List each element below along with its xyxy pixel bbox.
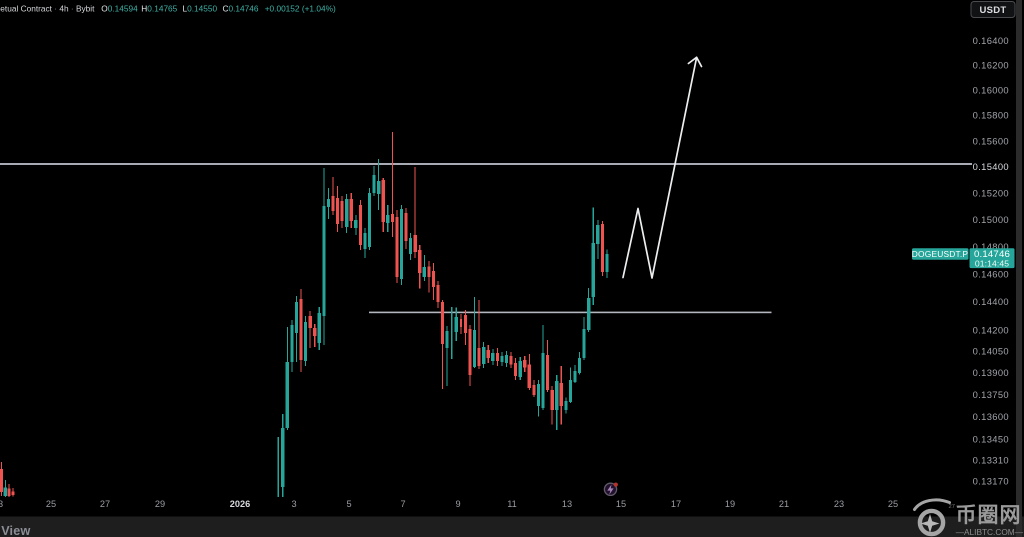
svg-text:0.13900: 0.13900 xyxy=(973,367,1009,378)
svg-text:0.14800: 0.14800 xyxy=(973,241,1009,252)
svg-text:0.15800: 0.15800 xyxy=(973,110,1009,121)
svg-text:25: 25 xyxy=(46,499,56,509)
svg-text:DOGEUSDT.P: DOGEUSDT.P xyxy=(912,249,969,259)
svg-text:23: 23 xyxy=(0,499,3,509)
svg-text:0.13600: 0.13600 xyxy=(973,411,1009,422)
svg-text:27: 27 xyxy=(949,504,955,510)
svg-text:L0.14550: L0.14550 xyxy=(183,4,218,14)
svg-text:0.14200: 0.14200 xyxy=(973,324,1009,335)
svg-text:O0.14594: O0.14594 xyxy=(101,4,138,14)
svg-text:0.16400: 0.16400 xyxy=(973,35,1009,46)
svg-text:0.14600: 0.14600 xyxy=(973,268,1009,279)
svg-text:15: 15 xyxy=(616,499,626,509)
svg-text:9: 9 xyxy=(455,499,460,509)
svg-text:H0.14765: H0.14765 xyxy=(141,4,177,14)
svg-text:19: 19 xyxy=(725,499,735,509)
svg-text:23: 23 xyxy=(834,499,844,509)
svg-text:View: View xyxy=(1,524,30,537)
svg-text:27: 27 xyxy=(100,499,110,509)
svg-text:01:14:45: 01:14:45 xyxy=(975,258,1009,268)
svg-text:0.14050: 0.14050 xyxy=(973,346,1009,357)
svg-text:13: 13 xyxy=(562,499,572,509)
svg-text:etual Contract · 4h · Bybit: etual Contract · 4h · Bybit xyxy=(0,4,95,14)
svg-text:0.16000: 0.16000 xyxy=(973,84,1009,95)
svg-text:0.16200: 0.16200 xyxy=(973,60,1009,71)
svg-text:21: 21 xyxy=(779,499,789,509)
svg-text:0.15200: 0.15200 xyxy=(973,188,1009,199)
svg-text:+0.00152 (+1.04%): +0.00152 (+1.04%) xyxy=(265,4,336,14)
svg-text:7: 7 xyxy=(400,499,405,509)
svg-text:3: 3 xyxy=(291,499,296,509)
svg-text:0.15600: 0.15600 xyxy=(973,135,1009,146)
svg-text:2026: 2026 xyxy=(230,499,250,509)
svg-text:USDT: USDT xyxy=(979,5,1006,16)
svg-text:0.15000: 0.15000 xyxy=(973,214,1009,225)
svg-text:5: 5 xyxy=(346,499,351,509)
svg-text:0.14746: 0.14746 xyxy=(974,249,1010,260)
svg-text:17: 17 xyxy=(671,499,681,509)
svg-text:币圈网: 币圈网 xyxy=(956,504,1022,527)
svg-text:—ALIBTC.COM—: —ALIBTC.COM— xyxy=(956,527,1024,537)
svg-text:0.13750: 0.13750 xyxy=(973,389,1009,400)
svg-text:0.13450: 0.13450 xyxy=(973,433,1009,444)
svg-text:11: 11 xyxy=(507,499,517,509)
svg-text:0.13310: 0.13310 xyxy=(973,454,1009,465)
svg-text:25: 25 xyxy=(888,499,898,509)
svg-text:0.15400: 0.15400 xyxy=(973,161,1009,172)
svg-text:0.13170: 0.13170 xyxy=(973,476,1009,487)
svg-text:29: 29 xyxy=(155,499,165,509)
svg-text:C0.14746: C0.14746 xyxy=(223,4,259,14)
svg-text:0.14400: 0.14400 xyxy=(973,296,1009,307)
